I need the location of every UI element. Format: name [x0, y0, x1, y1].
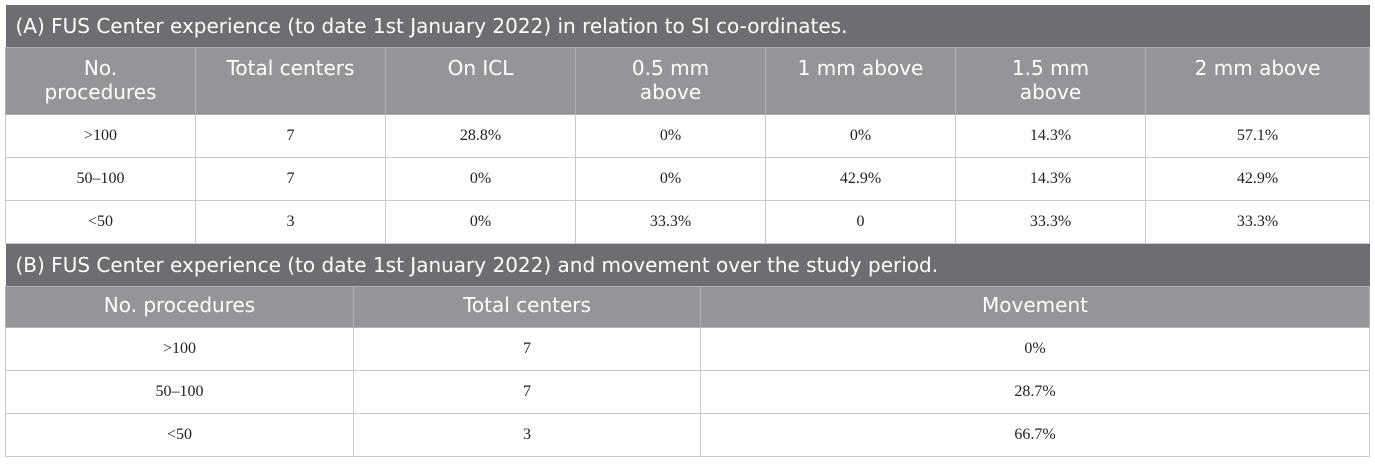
- data-row: >100 7 28.8% 0% 0% 14.3% 57.1%: [5, 114, 1371, 158]
- header-text: No. procedures: [103, 293, 256, 317]
- data-cell: 50–100: [5, 157, 196, 201]
- page: (A) FUS Center experience (to date 1st J…: [5, 5, 1371, 457]
- table-a: (A) FUS Center experience (to date 1st J…: [5, 5, 1371, 244]
- title-row: (A) FUS Center experience (to date 1st J…: [5, 5, 1370, 48]
- data-cell: 14.3%: [955, 157, 1146, 201]
- data-cell: <50: [5, 200, 196, 244]
- data-cell: 50–100: [5, 370, 354, 414]
- data-cell: 0%: [700, 327, 1370, 371]
- header-text: 2 mm above: [1194, 56, 1321, 80]
- header-text: 1 mm above: [797, 56, 924, 80]
- header-cell: 1 mm above: [765, 47, 956, 115]
- section-title: (A) FUS Center experience (to date 1st J…: [5, 5, 1370, 48]
- header-cell: 0.5 mm above: [575, 47, 766, 115]
- header-cell: 1.5 mm above: [955, 47, 1146, 115]
- header-text: Movement: [982, 293, 1088, 317]
- data-cell: 0%: [575, 157, 766, 201]
- data-row: >100 7 0%: [5, 327, 1370, 371]
- header-text: 1.5 mm above: [1011, 56, 1090, 104]
- data-cell: 0%: [575, 114, 766, 158]
- data-cell: 0%: [385, 157, 576, 201]
- data-cell: <50: [5, 413, 354, 457]
- data-cell: >100: [5, 327, 354, 371]
- data-row: 50–100 7 0% 0% 42.9% 14.3% 42.9%: [5, 157, 1371, 201]
- data-cell: 7: [353, 370, 701, 414]
- header-cell: No. procedures: [5, 47, 196, 115]
- data-row: <50 3 0% 33.3% 0 33.3% 33.3%: [5, 200, 1371, 244]
- header-text: 0.5 mm above: [631, 56, 710, 104]
- data-cell: 7: [353, 327, 701, 371]
- data-cell: 33.3%: [575, 200, 766, 244]
- data-cell: 14.3%: [955, 114, 1146, 158]
- header-text: Total centers: [226, 56, 355, 80]
- data-cell: 0: [765, 200, 956, 244]
- data-cell: 0%: [765, 114, 956, 158]
- data-cell: 57.1%: [1144, 114, 1371, 158]
- data-cell: 7: [195, 114, 386, 158]
- data-cell: 33.3%: [955, 200, 1146, 244]
- header-row: No. procedures Total centers On ICL 0.5 mm …: [5, 47, 1371, 115]
- data-cell: 28.8%: [385, 114, 576, 158]
- data-cell: 3: [195, 200, 386, 244]
- header-cell: No. procedures: [5, 286, 354, 328]
- data-cell: 42.9%: [765, 157, 956, 201]
- data-cell: 33.3%: [1144, 200, 1371, 244]
- header-text: On ICL: [447, 56, 514, 80]
- data-cell: 66.7%: [700, 413, 1370, 457]
- table-b: (B) FUS Center experience (to date 1st J…: [5, 244, 1370, 457]
- data-row: 50–100 7 28.7%: [5, 370, 1370, 414]
- header-text: Total centers: [463, 293, 591, 317]
- header-cell: Total centers: [353, 286, 701, 328]
- data-cell: 7: [195, 157, 386, 201]
- data-cell: 0%: [385, 200, 576, 244]
- header-cell: On ICL: [385, 47, 576, 115]
- header-cell: Total centers: [195, 47, 386, 115]
- section-title: (B) FUS Center experience (to date 1st J…: [5, 244, 1370, 287]
- data-cell: 3: [353, 413, 701, 457]
- header-row: No. procedures Total centers Movement: [5, 286, 1370, 328]
- header-text: No. procedures: [44, 56, 157, 104]
- data-cell: 28.7%: [700, 370, 1370, 414]
- data-cell: >100: [5, 114, 196, 158]
- data-cell: 42.9%: [1144, 157, 1371, 201]
- data-row: <50 3 66.7%: [5, 413, 1370, 457]
- header-cell: Movement: [700, 286, 1370, 328]
- header-cell: 2 mm above: [1144, 47, 1371, 115]
- title-row: (B) FUS Center experience (to date 1st J…: [5, 244, 1370, 287]
